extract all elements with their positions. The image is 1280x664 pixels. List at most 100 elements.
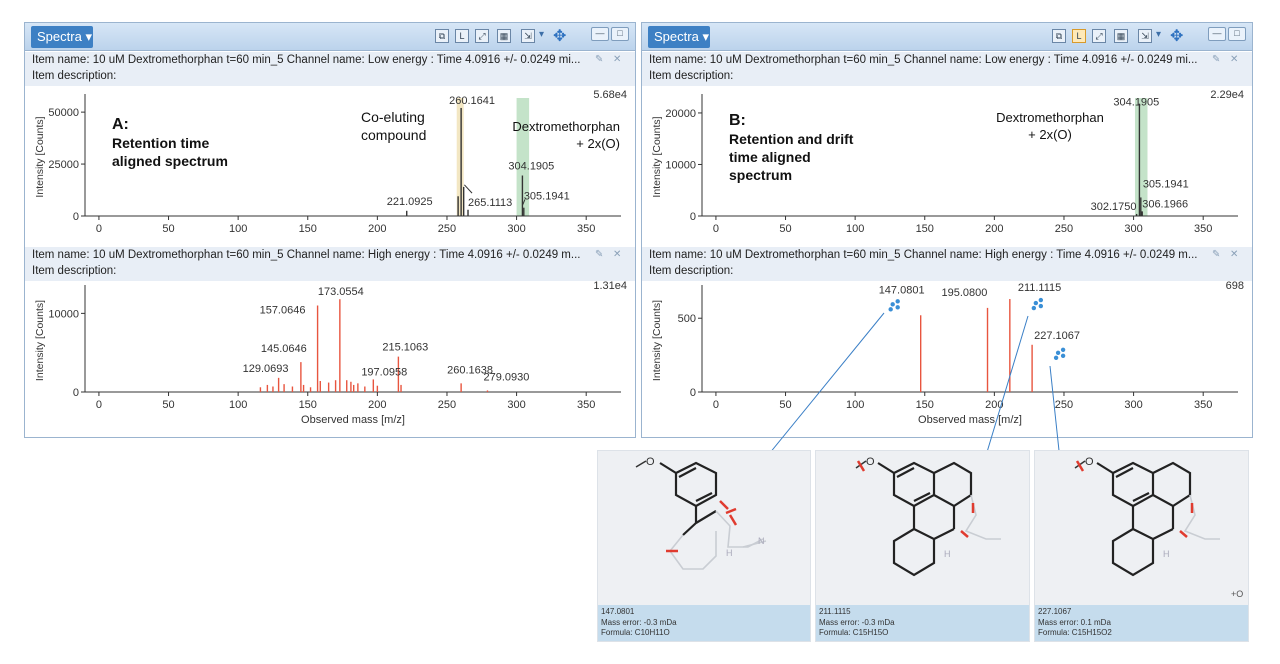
export-dropdown-icon[interactable]: ▾ [539,29,545,40]
export-icon[interactable]: ⇲ [521,29,535,43]
table-icon[interactable]: ▦ [497,29,511,43]
panel-b-label: B: Retention and drift time aligned spec… [729,112,853,184]
peak-label: 129.0693 [243,363,289,375]
x-tick-label: 100 [229,399,247,411]
max-intensity-label: 5.68e4 [593,89,627,101]
close-icon[interactable]: ✕ [613,249,622,260]
peak-label: 279.0930 [483,371,529,383]
fragment-dot [1060,347,1066,352]
panel-b-titlebar: Spectra ▾ ⧉ L ⤢ ▦ ⇲ ▾ ✥ — □ [642,23,1252,51]
x-tick-label: 100 [846,223,864,235]
maximize-icon[interactable]: □ [611,27,629,41]
structure-211-error: Mass error: -0.3 mDa [819,617,895,627]
max-intensity-label: 1.31e4 [593,281,627,292]
axis-icon[interactable]: L [1072,29,1086,43]
panel-b-label-line3: spectrum [729,167,793,183]
panel-b-letter: B: [729,112,746,129]
x-axis-title: Observed mass [m/z] [301,414,405,426]
item-name-line: Item name: 10 uM Dextromethorphan t=60 m… [32,249,581,261]
coeluting-annotation: Co-eluting compound [361,108,426,144]
panel-b-high-header: Item name: 10 uM Dextromethorphan t=60 m… [642,247,1252,281]
pan-icon[interactable]: ✥ [553,28,567,45]
item-description: Item description: [32,70,117,82]
y-tick-label: 0 [690,211,696,223]
close-icon[interactable]: ✕ [1230,249,1239,260]
leader-line [522,199,526,205]
item-description: Item description: [649,70,734,82]
x-axis-title: Observed mass [m/z] [918,414,1022,426]
hydrogen-label: H [1163,549,1170,559]
peak-label: 147.0801 [879,284,925,296]
chart-a-low: 0 50 100 150 200 250 300 350 0 25000 50000Intensit… [34,89,627,235]
axis-icon[interactable]: L [455,29,469,43]
pin-icon[interactable]: ✎ [1212,54,1221,65]
x-tick-label: 200 [985,223,1003,235]
panel-a-label: A: Retention time aligned spectrum [112,116,228,170]
peak-label: 211.1115 [1018,282,1061,294]
peak-label: 197.0958 [361,366,407,378]
fragment-icon [1053,347,1066,360]
x-tick-label: 250 [438,399,456,411]
x-tick-label: 200 [368,223,386,235]
oxygen-label: O [866,456,875,468]
dextro-b-line2: + 2x(O) [1028,127,1072,142]
structure-227-error: Mass error: 0.1 mDa [1038,617,1111,627]
chart-b-high: 0 50 100 150 200 250 300 350 0 500 Intensity [Coun… [651,281,1244,426]
minimize-icon[interactable]: — [1208,27,1226,41]
export-icon[interactable]: ⇲ [1138,29,1152,43]
x-tick-label: 250 [1055,399,1073,411]
caret-down-icon: ▾ [702,29,709,44]
spectra-panel-a: Spectra ▾ ⧉ L ⤢ ▦ ⇲ ▾ ✥ — □ Item name: 1… [24,22,636,438]
maximize-icon[interactable]: □ [1228,27,1246,41]
peak-label: 304.1905 [508,160,554,172]
structure-147-info: 147.0801 Mass error: -0.3 mDa Formula: C… [598,605,810,641]
item-name-line: Item name: 10 uM Dextromethorphan t=60 m… [32,54,581,66]
peak-label: 265.1113 [468,197,512,209]
x-tick-label: 350 [1194,223,1212,235]
pin-icon[interactable]: ✎ [595,54,604,65]
x-tick-label: 0 [96,223,102,235]
close-icon[interactable]: ✕ [1230,54,1239,65]
y-tick-label: 20000 [665,108,696,120]
y-tick-label: 0 [690,387,696,399]
zoom-fit-icon[interactable]: ⤢ [1092,29,1106,43]
highlight-band-0 [456,98,464,216]
close-icon[interactable]: ✕ [613,54,622,65]
structure-147-formula: Formula: C10H11O [601,628,670,637]
y-tick-label: 25000 [48,159,79,171]
x-tick-label: 0 [96,399,102,411]
panel-a-letter: A: [112,116,129,133]
copy-icon[interactable]: ⧉ [435,29,449,43]
pin-icon[interactable]: ✎ [595,249,604,260]
structure-147-drawing: O N H [635,456,767,570]
fragment-dot [1053,355,1059,360]
highlight-band-0 [1134,98,1148,216]
zoom-fit-icon[interactable]: ⤢ [475,29,489,43]
structure-card-227: O H +O 227.1067 Mass error: 0.1 mDa Form… [1034,450,1249,642]
y-tick-label: 0 [73,211,79,223]
fragment-dot [1060,353,1066,358]
spectra-menu-button-b[interactable]: Spectra ▾ [648,26,710,48]
panel-a-low-header: Item name: 10 uM Dextromethorphan t=60 m… [25,52,635,86]
fragment-dot [895,299,900,304]
item-description: Item description: [32,265,117,277]
export-dropdown-icon[interactable]: ▾ [1156,29,1162,40]
dextro-a-line1: Dextromethorphan [512,119,620,134]
dextro-a-line2: + 2x(O) [576,136,620,151]
panel-a-high-header: Item name: 10 uM Dextromethorphan t=60 m… [25,247,635,281]
pan-icon[interactable]: ✥ [1170,28,1184,45]
peak-label: 305.1941 [1143,178,1189,190]
extra-oxygen-label: +O [1231,589,1243,599]
x-tick-label: 300 [507,399,525,411]
pin-icon[interactable]: ✎ [1212,249,1221,260]
table-icon[interactable]: ▦ [1114,29,1128,43]
x-tick-label: 50 [162,399,174,411]
oxygen-label: O [1085,456,1094,468]
leader-line [464,184,473,194]
structure-227-info: 227.1067 Mass error: 0.1 mDa Formula: C1… [1035,605,1248,641]
minimize-icon[interactable]: — [591,27,609,41]
copy-icon[interactable]: ⧉ [1052,29,1066,43]
panel-a-label-line2: aligned spectrum [112,153,228,169]
spectra-menu-button-a[interactable]: Spectra ▾ [31,26,93,48]
